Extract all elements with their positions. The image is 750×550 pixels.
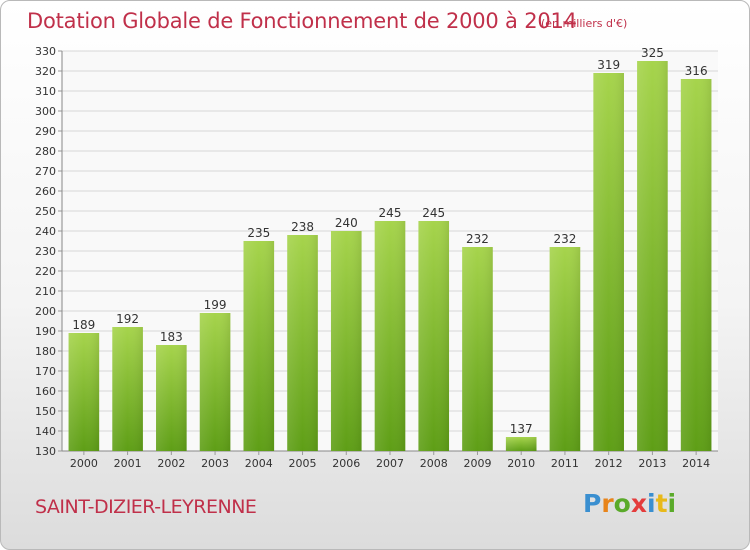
- y-tick-label: 260: [35, 185, 56, 198]
- data-label: 319: [597, 58, 620, 72]
- data-label: 245: [379, 206, 402, 220]
- commune-name: SAINT-DIZIER-LEYRENNE: [35, 496, 257, 518]
- y-tick-label: 230: [35, 245, 56, 258]
- y-tick-label: 290: [35, 125, 56, 138]
- bar-shade: [549, 247, 581, 451]
- data-label: 199: [204, 298, 227, 312]
- x-tick-label: 2007: [376, 457, 404, 470]
- bar-shade: [112, 327, 143, 451]
- y-tick-label: 300: [35, 105, 56, 118]
- data-label: 232: [466, 232, 489, 246]
- bar-shade: [330, 231, 362, 451]
- y-tick-label: 330: [35, 45, 56, 58]
- y-tick-label: 220: [35, 265, 56, 278]
- y-tick-label: 210: [35, 285, 56, 298]
- chart-subtitle: (en milliers d'€): [541, 17, 628, 30]
- y-tick-label: 170: [35, 365, 56, 378]
- bar-shade: [680, 79, 712, 451]
- data-label: 325: [641, 46, 664, 60]
- bar-shade: [243, 241, 275, 451]
- y-tick-label: 200: [35, 305, 56, 318]
- x-tick-label: 2013: [638, 457, 666, 470]
- bar-shade: [374, 221, 406, 451]
- logo-letter: o: [613, 489, 631, 518]
- bar-shade: [199, 313, 231, 451]
- data-label: 240: [335, 216, 358, 230]
- x-tick-label: 2012: [595, 457, 623, 470]
- y-tick-label: 140: [35, 425, 56, 438]
- chart-title: Dotation Globale de Fonctionnement de 20…: [27, 9, 577, 33]
- y-tick-label: 310: [35, 85, 56, 98]
- x-tick-label: 2006: [332, 457, 360, 470]
- y-tick-label: 270: [35, 165, 56, 178]
- data-label: 232: [553, 232, 576, 246]
- y-tick-label: 240: [35, 225, 56, 238]
- data-label: 183: [160, 330, 183, 344]
- x-tick-label: 2004: [245, 457, 273, 470]
- bar-shade: [593, 73, 624, 451]
- logo-letter: x: [630, 489, 647, 518]
- data-label: 245: [422, 206, 445, 220]
- x-tick-label: 2002: [157, 457, 185, 470]
- data-label: 316: [685, 64, 708, 78]
- bar-shade: [462, 247, 493, 451]
- logo-letter: t: [655, 489, 668, 518]
- x-tick-label: 2000: [70, 457, 98, 470]
- y-tick-label: 130: [35, 445, 56, 458]
- data-label: 238: [291, 220, 314, 234]
- x-tick-label: 2005: [289, 457, 317, 470]
- y-tick-label: 160: [35, 385, 56, 398]
- data-label: 235: [247, 226, 270, 240]
- bar-shade: [68, 333, 100, 451]
- bar-shade: [637, 61, 668, 451]
- y-tick-label: 250: [35, 205, 56, 218]
- bar-shade: [287, 235, 318, 451]
- bar-shade: [418, 221, 450, 451]
- logo-letter: P: [583, 489, 602, 518]
- x-tick-label: 2011: [551, 457, 579, 470]
- logo-letter: i: [647, 489, 656, 518]
- bar-shade: [156, 345, 187, 451]
- proxiti-logo[interactable]: Proxiti: [583, 489, 676, 518]
- x-tick-label: 2014: [682, 457, 710, 470]
- x-tick-label: 2001: [114, 457, 142, 470]
- data-label: 192: [116, 312, 139, 326]
- y-tick-label: 280: [35, 145, 56, 158]
- bar-shade: [505, 437, 537, 451]
- y-tick-label: 320: [35, 65, 56, 78]
- data-label: 189: [72, 318, 95, 332]
- x-tick-label: 2003: [201, 457, 229, 470]
- y-tick-label: 180: [35, 345, 56, 358]
- logo-letter: i: [667, 489, 677, 518]
- x-tick-label: 2009: [463, 457, 491, 470]
- y-tick-label: 190: [35, 325, 56, 338]
- x-tick-label: 2010: [507, 457, 535, 470]
- x-tick-label: 2008: [420, 457, 448, 470]
- logo-letter: r: [601, 489, 614, 518]
- data-label: 137: [510, 422, 533, 436]
- y-tick-label: 150: [35, 405, 56, 418]
